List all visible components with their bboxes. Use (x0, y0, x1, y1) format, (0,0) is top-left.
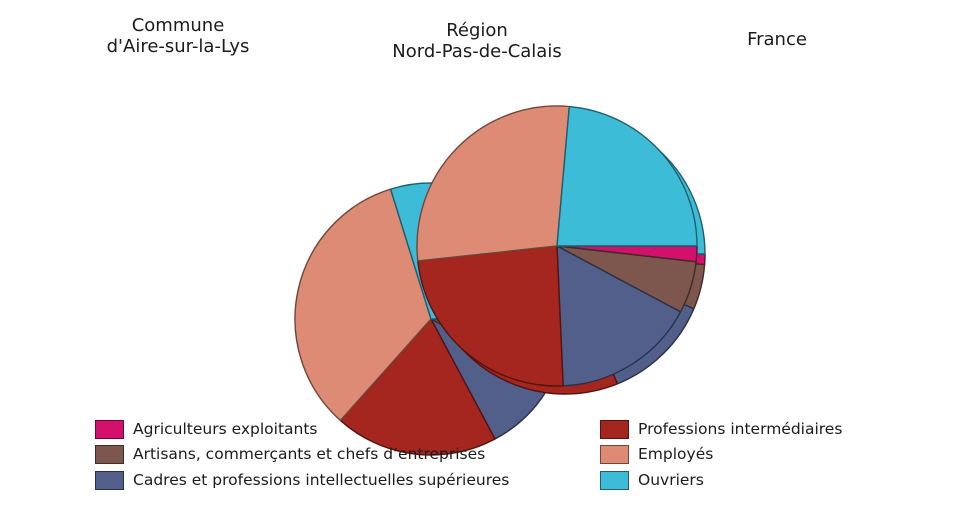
legend-item-cadres: Cadres et professions intellectuelles su… (95, 470, 509, 491)
legend-item-ouvriers: Ouvriers (600, 470, 704, 491)
title-commune-line2: d'Aire-sur-la-Lys (106, 36, 250, 57)
legend-item-professions-intermediaires: Professions intermédiaires (600, 419, 842, 440)
legend-swatch-cadres (95, 471, 124, 490)
legend-swatch-agriculteurs (95, 420, 124, 439)
legend-item-artisans: Artisans, commerçants et chefs d’entrepr… (95, 444, 485, 465)
legend-label-artisans: Artisans, commerçants et chefs d’entrepr… (133, 445, 486, 463)
title-region-line1: Région (446, 20, 508, 41)
title-commune-line1: Commune (131, 15, 225, 36)
legend-swatch-employes (600, 445, 629, 464)
legend-label-employes: Employés (638, 445, 714, 463)
legend-label-cadres: Cadres et professions intellectuelles su… (133, 471, 510, 489)
title-france-line1: France (747, 29, 807, 50)
legend-label-professions-intermediaires: Professions intermédiaires (638, 420, 843, 438)
pie-0-slice-3 (339, 318, 496, 456)
pie-2-slice-2 (556, 245, 682, 387)
pie-2-slice-3 (417, 245, 564, 387)
legend-label-ouvriers: Ouvriers (638, 471, 704, 489)
title-france: France (747, 29, 807, 50)
legend-item-agriculteurs: Agriculteurs exploitants (95, 419, 318, 440)
title-region-line2: Nord-Pas-de-Calais (392, 41, 562, 62)
pie-2-slice-5 (556, 105, 698, 247)
legend-label-agriculteurs: Agriculteurs exploitants (133, 420, 318, 438)
pie-2-slice-4 (416, 105, 570, 262)
title-commune: Commune d'Aire-sur-la-Lys (107, 15, 250, 57)
legend-swatch-artisans (95, 445, 124, 464)
legend-swatch-ouvriers (600, 471, 629, 490)
pie-0-slice-4 (294, 188, 432, 422)
title-region: Région Nord-Pas-de-Calais (392, 20, 561, 62)
legend-item-employes: Employés (600, 444, 713, 465)
legend-swatch-professions-intermediaires (600, 420, 629, 439)
pie-2 (416, 105, 698, 387)
